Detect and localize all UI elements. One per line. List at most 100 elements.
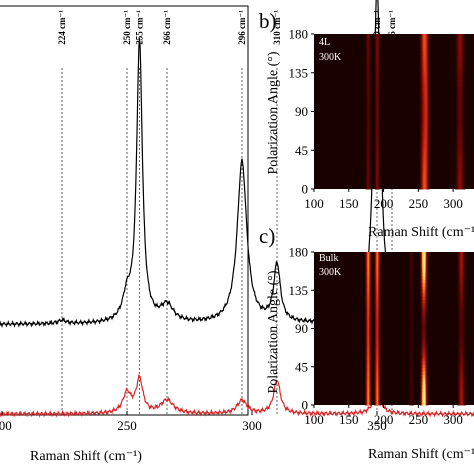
heatmap-cell [374,127,376,131]
heatmap-cell [462,286,464,290]
heatmap-cell [423,367,425,372]
heatmap-cell [412,381,414,385]
heatmap-cell [422,44,424,49]
heatmap-cell [410,384,412,389]
heatmap-cell [422,330,424,334]
heatmap-cell [375,367,378,372]
heatmap-cell [458,106,460,111]
heatmap-cell [455,133,458,138]
heatmap-cell [366,269,368,273]
heatmap-cell [409,340,411,345]
heatmap-cell [463,354,465,358]
heatmap-cell [458,357,460,362]
heatmap-cell [456,130,458,135]
heatmap-cell [423,61,425,66]
heatmap-cell [457,151,459,155]
heatmap-cell [377,37,379,42]
heatmap-cell [458,133,460,138]
heatmap-cell [458,391,460,396]
heatmap-cell [365,313,367,317]
heatmap-cell [377,82,379,87]
heatmap-cell [455,164,458,169]
heatmap-cell [411,330,413,334]
heatmap-cell [368,258,371,263]
heatmap-cell [377,374,379,379]
heatmap-cell [374,303,376,307]
heatmap-cell [410,333,412,338]
heatmap-cell [423,272,426,277]
heatmap-cell [374,164,376,169]
heatmap-cell [365,185,367,190]
heatmap-cell [374,337,376,341]
heatmap-cell [412,350,414,355]
heatmap-cell [419,34,421,38]
heatmap-cell [423,296,425,300]
heatmap-cell [421,360,423,365]
heatmap-cell [369,78,371,83]
heatmap-cell [462,326,464,331]
heatmap-cell [374,269,376,273]
heatmap-cell [422,323,424,328]
heatmap-cell [375,316,377,321]
heatmap-cell [375,343,378,348]
heatmap-cell [460,398,462,402]
heatmap-cell [464,71,466,76]
heatmap-cell [371,275,373,280]
heatmap-cell [374,133,376,138]
heatmap-cell [365,340,367,345]
spectra-traces [0,0,474,418]
heatmap-cell [378,401,380,406]
heatmap-cell [460,377,462,382]
heatmap-cell [423,357,425,362]
heatmap-cell [425,34,427,38]
heatmap-cell [423,330,426,334]
heatmap-cell [426,158,428,162]
heatmap-cell [410,398,412,402]
heatmap-cell [378,296,380,300]
heatmap-cell [424,89,426,93]
heatmap-cell [419,99,421,104]
heatmap-cell [427,171,429,176]
heatmap-cell [377,78,379,83]
heatmap-cell [464,350,466,355]
heatmap-cell [368,40,370,45]
heatmap-cell [423,78,425,83]
heatmap-cell [459,151,461,155]
heatmap-cell [370,89,372,93]
heatmap-cell [379,58,381,62]
heatmap-cell [364,340,366,345]
heatmap-cell [364,286,366,290]
heatmap-cell [420,127,422,131]
heatmap-cell [426,381,428,385]
heatmap-cell [427,89,429,93]
heatmap-cell [462,279,464,283]
heatmap-cell [374,96,376,100]
heatmap-cell [426,350,428,355]
heatmap-cell [421,279,423,283]
heatmap-cell [412,255,414,260]
heatmap-cell [410,272,412,277]
heatmap-cell [422,316,424,321]
heatmap-cell [462,78,464,83]
heatmap-cell [455,154,458,159]
heatmap-cell [421,44,423,49]
heatmap-cell [423,340,426,345]
heatmap-cell [421,37,423,42]
heatmap-cell [376,182,378,186]
heatmap-cell [458,89,460,93]
heatmap-cell [365,326,367,331]
heatmap-cell [423,161,425,166]
heatmap-cell [376,262,378,266]
heatmap-cell [378,127,380,131]
heatmap-cell [375,360,378,365]
heatmap-cell [366,99,368,104]
heatmap-cell [371,303,373,307]
heatmap-cell [463,164,465,169]
heatmap-cell [457,144,459,149]
heatmap-cell [375,175,377,180]
heatmap-cell [410,388,412,392]
heatmap-cell [428,144,430,149]
heatmap-cell [371,367,373,372]
heatmap-b-x-tick-label-300: 300 [443,196,463,211]
heatmap-cell [458,337,460,341]
